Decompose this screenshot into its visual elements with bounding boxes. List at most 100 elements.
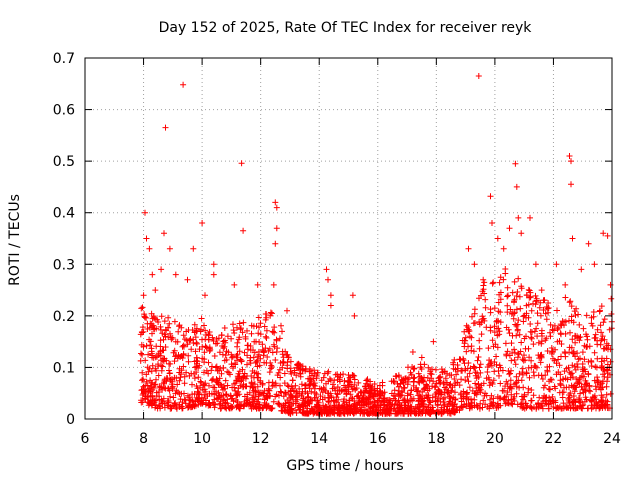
data-point bbox=[293, 372, 300, 379]
data-point bbox=[575, 334, 582, 341]
data-point bbox=[553, 360, 560, 367]
data-point bbox=[521, 391, 528, 398]
data-point bbox=[464, 389, 471, 396]
data-point bbox=[326, 394, 333, 401]
data-point bbox=[266, 405, 273, 412]
x-tick-labels: 6 8 10 12 14 16 18 20 22 24 bbox=[81, 431, 621, 447]
data-point bbox=[287, 388, 294, 395]
data-point bbox=[521, 335, 528, 342]
data-point bbox=[543, 304, 550, 310]
data-point bbox=[567, 390, 574, 397]
data-point bbox=[237, 326, 244, 333]
data-point bbox=[452, 389, 458, 396]
data-point bbox=[276, 335, 283, 342]
data-point bbox=[143, 314, 150, 321]
data-point bbox=[228, 335, 235, 342]
data-point bbox=[536, 394, 543, 401]
data-point bbox=[596, 308, 603, 315]
data-point bbox=[561, 368, 568, 375]
data-point bbox=[143, 378, 150, 385]
data-point bbox=[197, 378, 204, 385]
data-point bbox=[265, 379, 272, 386]
data-point bbox=[446, 382, 453, 389]
data-point bbox=[491, 305, 498, 312]
data-point bbox=[420, 407, 427, 414]
data-point bbox=[357, 410, 364, 417]
data-point bbox=[380, 401, 387, 408]
data-point bbox=[607, 281, 614, 288]
data-point bbox=[155, 350, 162, 357]
data-point bbox=[167, 330, 173, 337]
data-point bbox=[570, 350, 577, 357]
data-point bbox=[542, 372, 549, 379]
data-point bbox=[572, 399, 578, 406]
data-point bbox=[533, 295, 540, 302]
data-point bbox=[504, 389, 511, 396]
data-point bbox=[379, 410, 386, 417]
data-point bbox=[199, 220, 206, 226]
data-point bbox=[230, 327, 237, 334]
data-point bbox=[559, 376, 566, 383]
data-point bbox=[166, 370, 173, 377]
data-point bbox=[387, 397, 394, 404]
data-point bbox=[483, 324, 490, 331]
data-point bbox=[164, 402, 171, 409]
data-point bbox=[447, 395, 454, 402]
data-point bbox=[512, 160, 519, 167]
data-point bbox=[447, 381, 454, 387]
data-point bbox=[231, 384, 238, 391]
data-point bbox=[165, 385, 171, 392]
data-point bbox=[477, 389, 484, 396]
data-point bbox=[349, 292, 356, 299]
data-point bbox=[304, 410, 311, 417]
data-point bbox=[235, 336, 242, 343]
data-point bbox=[540, 297, 547, 304]
data-point bbox=[142, 396, 149, 403]
data-point bbox=[396, 391, 402, 398]
data-point bbox=[583, 380, 590, 387]
data-point bbox=[371, 410, 378, 417]
data-point bbox=[395, 409, 402, 416]
data-point bbox=[408, 387, 415, 394]
data-point bbox=[360, 393, 367, 399]
data-point bbox=[511, 357, 518, 363]
data-point bbox=[575, 311, 582, 318]
data-point bbox=[185, 352, 192, 359]
data-point bbox=[420, 403, 427, 410]
data-point bbox=[244, 395, 251, 402]
data-point bbox=[191, 321, 198, 328]
data-point bbox=[270, 341, 277, 348]
data-point bbox=[517, 305, 524, 312]
y-tick-label: 0.5 bbox=[53, 154, 75, 170]
data-point bbox=[216, 349, 223, 356]
data-point bbox=[370, 393, 377, 400]
data-point bbox=[202, 343, 209, 350]
data-point bbox=[240, 227, 247, 234]
data-point bbox=[557, 380, 564, 387]
data-point bbox=[567, 374, 574, 381]
data-point bbox=[171, 358, 178, 365]
data-point bbox=[154, 353, 160, 360]
data-point bbox=[476, 321, 483, 328]
data-point bbox=[565, 395, 572, 402]
data-point bbox=[602, 404, 609, 411]
data-point bbox=[180, 81, 187, 88]
data-point bbox=[275, 400, 281, 407]
data-point bbox=[157, 337, 164, 344]
data-point bbox=[562, 294, 569, 301]
data-point bbox=[323, 266, 330, 273]
data-point bbox=[251, 349, 258, 356]
data-point bbox=[435, 395, 442, 402]
data-point bbox=[468, 334, 475, 341]
data-point bbox=[567, 298, 574, 305]
data-point bbox=[166, 245, 173, 252]
data-point bbox=[581, 398, 588, 405]
data-point bbox=[302, 382, 309, 389]
data-point bbox=[364, 410, 371, 416]
data-point bbox=[138, 350, 144, 357]
data-point bbox=[224, 333, 231, 340]
data-point bbox=[580, 402, 587, 408]
data-point bbox=[272, 199, 279, 206]
data-point bbox=[340, 409, 347, 416]
